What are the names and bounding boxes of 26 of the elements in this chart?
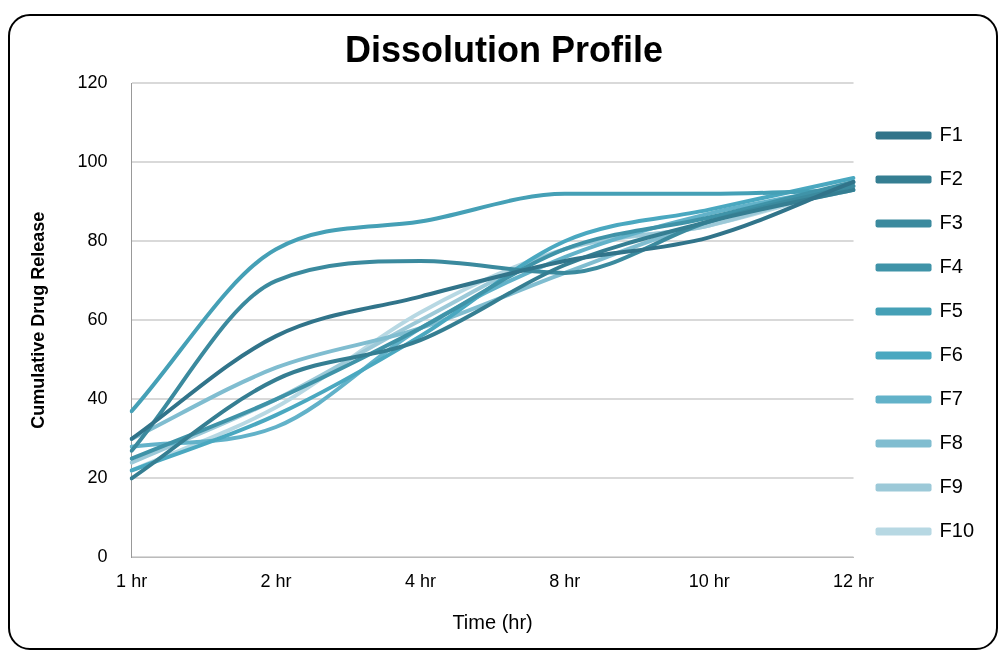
x-tick-label: 8 hr — [549, 571, 581, 592]
x-axis-title: Time (hr) — [452, 610, 533, 633]
y-tick-label: 60 — [87, 309, 108, 330]
legend-label: F10 — [939, 519, 975, 542]
y-tick-label: 0 — [97, 546, 108, 567]
y-tick-label: 120 — [77, 72, 108, 93]
y-tick-label: 40 — [87, 388, 108, 409]
legend-label: F5 — [939, 299, 963, 322]
y-tick-label: 20 — [87, 467, 108, 488]
chart-title: Dissolution Profile — [344, 28, 664, 70]
x-tick-label: 10 hr — [688, 571, 730, 592]
legend-label: F7 — [939, 387, 963, 410]
y-tick-label: 80 — [87, 230, 108, 251]
legend-label: F4 — [939, 255, 963, 278]
x-tick-label: 1 hr — [116, 571, 148, 592]
legend-label: F8 — [939, 431, 963, 454]
y-tick-label: 100 — [77, 151, 108, 172]
x-tick-label: 4 hr — [404, 571, 436, 592]
legend-label: F9 — [939, 475, 963, 498]
legend-label: F1 — [939, 123, 963, 146]
y-axis-title: Cumulative Drug Release — [27, 211, 48, 429]
x-tick-label: 12 hr — [833, 571, 875, 592]
legend-label: F6 — [939, 343, 963, 366]
legend-label: F3 — [939, 211, 963, 234]
x-tick-label: 2 hr — [260, 571, 292, 592]
legend-label: F2 — [939, 167, 963, 190]
